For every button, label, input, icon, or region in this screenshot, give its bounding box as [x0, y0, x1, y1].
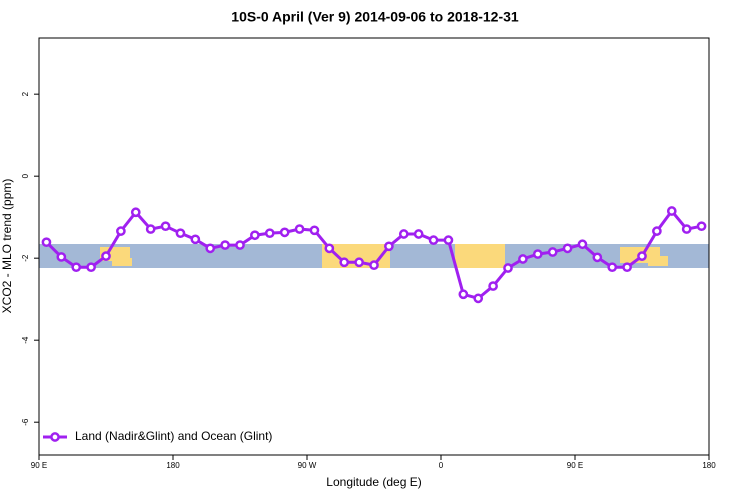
point [607, 262, 618, 273]
x-tick-label: 180 [166, 461, 180, 470]
point [413, 229, 424, 239]
point [324, 243, 335, 254]
point [532, 249, 543, 259]
point [577, 239, 588, 250]
point [205, 243, 216, 254]
point [145, 224, 156, 234]
point [369, 260, 379, 271]
point [458, 289, 469, 300]
point [190, 234, 201, 245]
point [354, 257, 364, 268]
legend-label: Land (Nadir&Glint) and Ocean (Glint) [75, 429, 272, 443]
point [681, 224, 692, 234]
point [130, 207, 141, 218]
point [652, 226, 662, 236]
point [250, 230, 260, 241]
point [666, 206, 677, 216]
y-tick-label: -4 [21, 336, 30, 344]
point [294, 224, 305, 234]
point [175, 228, 186, 239]
point [264, 228, 275, 239]
point [309, 225, 320, 236]
x-tick-label: 90 E [567, 461, 583, 470]
point [116, 226, 126, 236]
point [428, 235, 439, 245]
x-tick-label: 180 [702, 461, 716, 470]
x-tick-label: 90 W [298, 461, 317, 470]
point [518, 254, 528, 264]
point [637, 251, 647, 261]
y-tick-label: -2 [21, 254, 30, 262]
point [101, 251, 111, 261]
point [562, 243, 573, 254]
point [547, 247, 558, 257]
point [86, 262, 96, 273]
point [488, 281, 498, 291]
point [443, 235, 454, 245]
point [56, 252, 67, 262]
point [592, 252, 603, 263]
y-axis-label: XCO2 - MLO trend (ppm) [0, 179, 14, 314]
x-axis-label: Longitude (deg E) [326, 475, 421, 489]
point [41, 237, 52, 248]
point [160, 221, 171, 232]
point [473, 293, 484, 304]
point [622, 262, 632, 273]
point [339, 257, 350, 268]
point [279, 227, 290, 238]
x-tick-label: 0 [439, 461, 444, 470]
plot-frame [38, 37, 710, 456]
point [384, 241, 394, 252]
point [696, 221, 707, 232]
y-tick-label: -6 [21, 418, 30, 426]
y-tick-label: 2 [21, 91, 30, 96]
x-tick-label: 90 E [31, 461, 47, 470]
point [235, 240, 245, 250]
y-tick-label: 0 [21, 173, 30, 178]
point [71, 262, 82, 273]
legend-marker [50, 432, 60, 442]
chart-title: 10S-0 April (Ver 9) 2014-09-06 to 2018-1… [231, 9, 519, 25]
point [503, 263, 513, 273]
point [220, 240, 230, 250]
point [398, 229, 409, 239]
